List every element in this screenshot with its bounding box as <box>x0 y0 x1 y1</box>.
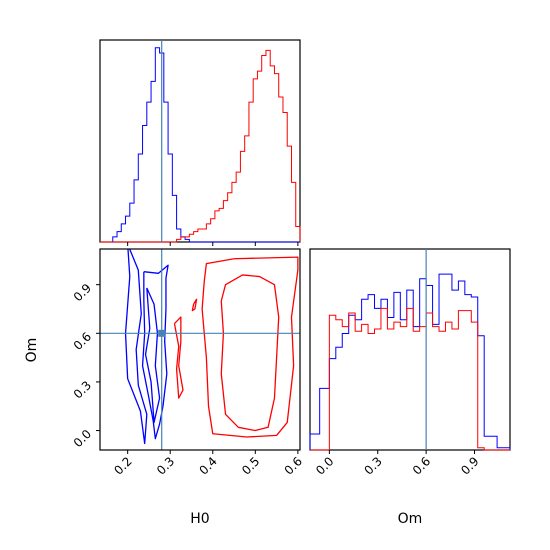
tick-label-Om-y-3: 0.9 <box>71 281 94 304</box>
contour-lines <box>124 249 299 445</box>
hist-Om-series-1 <box>310 307 510 451</box>
tick-label-Om-y-0: 0.0 <box>71 427 94 450</box>
tick-label-H0-x-1: 0.3 <box>154 454 177 477</box>
tick-label-Om-x-1: 0.3 <box>361 454 384 477</box>
contour-frame <box>99 248 301 451</box>
truth-marker <box>158 329 166 337</box>
contour-series_b-3 <box>220 274 280 432</box>
xlabel-Om: Om <box>398 511 423 527</box>
tick-label-Om-x-2: 0.6 <box>410 454 433 477</box>
ylabel-Om: Om <box>24 338 40 363</box>
contour-series_b-6 <box>191 298 198 312</box>
contour-series_a-1 <box>144 287 161 424</box>
contour-series_b-4 <box>201 256 299 438</box>
xlabel-H0: H0 <box>190 511 209 527</box>
panel-hist-Om: 0.0 0.3 0.6 0.9 <box>309 248 511 478</box>
hist-H0-series-1 <box>100 49 301 243</box>
tick-label-H0-x-4: 0.6 <box>282 454 305 477</box>
hist-H0-series-0 <box>100 47 300 243</box>
tick-label-H0-x-2: 0.4 <box>196 454 219 477</box>
panel-hist-H0 <box>99 39 301 246</box>
hist-Om-frame <box>309 248 511 451</box>
tick-label-Om-y-1: 0.3 <box>71 378 94 401</box>
tick-label-Om-y-2: 0.6 <box>71 330 94 353</box>
tick-label-Om-x-0: 0.0 <box>313 454 336 477</box>
contour-series_a-0 <box>124 249 148 445</box>
contour-series_b-5 <box>173 316 184 399</box>
tick-label-H0-x-0: 0.2 <box>111 454 134 477</box>
hist-Om-series-0 <box>309 273 511 450</box>
tick-label-H0-x-3: 0.5 <box>239 454 262 477</box>
panel-contour-H0-Om: 0.2 0.3 0.4 0.5 0.6 0.0 0.3 0.6 0.9 <box>71 248 305 478</box>
tick-label-Om-x-3: 0.9 <box>458 454 481 477</box>
